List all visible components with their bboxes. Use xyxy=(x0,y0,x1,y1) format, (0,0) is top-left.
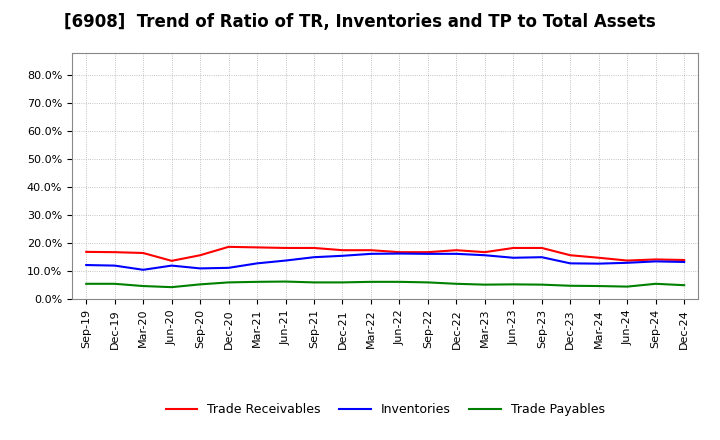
Inventories xyxy=(680,259,688,264)
Trade Payables xyxy=(537,282,546,287)
Inventories xyxy=(395,251,404,256)
Trade Receivables xyxy=(167,258,176,264)
Inventories xyxy=(509,255,518,260)
Trade Payables xyxy=(680,282,688,288)
Trade Payables xyxy=(566,283,575,288)
Inventories xyxy=(366,251,375,257)
Inventories xyxy=(253,261,261,266)
Trade Payables xyxy=(395,279,404,285)
Trade Receivables xyxy=(366,248,375,253)
Trade Payables xyxy=(82,281,91,286)
Inventories xyxy=(566,261,575,266)
Trade Payables xyxy=(253,279,261,285)
Inventories xyxy=(423,251,432,257)
Inventories xyxy=(110,263,119,268)
Trade Receivables xyxy=(509,246,518,251)
Trade Payables xyxy=(196,282,204,287)
Trade Receivables xyxy=(395,249,404,255)
Trade Payables xyxy=(338,280,347,285)
Inventories xyxy=(282,258,290,263)
Trade Payables xyxy=(423,280,432,285)
Trade Payables xyxy=(623,284,631,289)
Trade Payables xyxy=(139,283,148,289)
Trade Receivables xyxy=(110,249,119,255)
Trade Payables xyxy=(110,281,119,286)
Line: Inventories: Inventories xyxy=(86,253,684,270)
Text: [6908]  Trend of Ratio of TR, Inventories and TP to Total Assets: [6908] Trend of Ratio of TR, Inventories… xyxy=(64,13,656,31)
Trade Payables xyxy=(509,282,518,287)
Trade Payables xyxy=(167,285,176,290)
Inventories xyxy=(139,267,148,272)
Trade Payables xyxy=(310,280,318,285)
Trade Receivables xyxy=(623,258,631,263)
Trade Payables xyxy=(366,279,375,285)
Trade Payables xyxy=(452,281,461,286)
Trade Payables xyxy=(595,283,603,289)
Trade Receivables xyxy=(338,248,347,253)
Trade Receivables xyxy=(566,253,575,258)
Trade Receivables xyxy=(82,249,91,254)
Line: Trade Receivables: Trade Receivables xyxy=(86,247,684,261)
Trade Receivables xyxy=(480,249,489,255)
Inventories xyxy=(310,255,318,260)
Trade Receivables xyxy=(537,246,546,251)
Trade Receivables xyxy=(310,246,318,251)
Trade Receivables xyxy=(282,246,290,251)
Trade Payables xyxy=(225,280,233,285)
Trade Receivables xyxy=(452,248,461,253)
Trade Receivables xyxy=(423,249,432,255)
Inventories xyxy=(623,260,631,265)
Trade Receivables xyxy=(680,257,688,263)
Inventories xyxy=(595,261,603,266)
Trade Receivables xyxy=(139,250,148,256)
Trade Payables xyxy=(652,281,660,286)
Inventories xyxy=(652,259,660,264)
Trade Receivables xyxy=(595,255,603,260)
Inventories xyxy=(82,262,91,268)
Line: Trade Payables: Trade Payables xyxy=(86,282,684,287)
Inventories xyxy=(196,266,204,271)
Trade Receivables xyxy=(652,257,660,262)
Inventories xyxy=(537,255,546,260)
Trade Receivables xyxy=(196,253,204,258)
Inventories xyxy=(225,265,233,271)
Inventories xyxy=(338,253,347,258)
Trade Receivables xyxy=(225,244,233,249)
Legend: Trade Receivables, Inventories, Trade Payables: Trade Receivables, Inventories, Trade Pa… xyxy=(161,398,610,421)
Inventories xyxy=(167,263,176,268)
Inventories xyxy=(480,253,489,258)
Inventories xyxy=(452,251,461,257)
Trade Payables xyxy=(282,279,290,284)
Trade Receivables xyxy=(253,245,261,250)
Trade Payables xyxy=(480,282,489,287)
